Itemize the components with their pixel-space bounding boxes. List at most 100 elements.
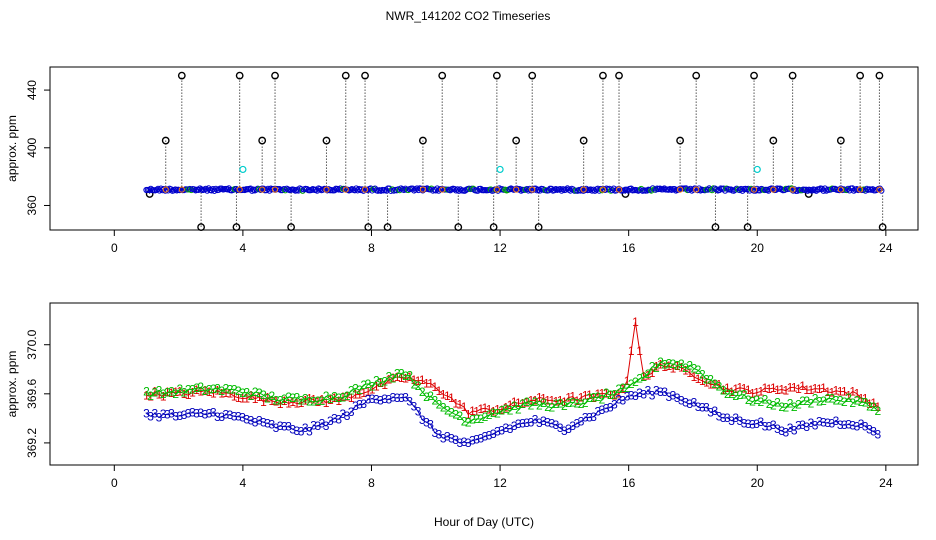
series-3-line bbox=[555, 424, 561, 429]
series-2-line bbox=[739, 394, 745, 396]
series-1-line bbox=[747, 389, 753, 395]
series-3-line bbox=[864, 425, 870, 431]
series-3-line bbox=[434, 432, 440, 436]
series-3-line bbox=[593, 411, 599, 418]
series-2-line bbox=[225, 388, 231, 391]
x-tick-label-top: 20 bbox=[751, 241, 765, 255]
series-3-line bbox=[338, 413, 344, 420]
baseline-point bbox=[316, 185, 324, 193]
baseline-point bbox=[844, 185, 852, 192]
series-1-line bbox=[668, 365, 674, 370]
series-3-line bbox=[467, 440, 473, 444]
series-3-line bbox=[296, 430, 302, 432]
series-3-line bbox=[288, 426, 293, 430]
cyan-point bbox=[496, 165, 504, 174]
baseline-point bbox=[202, 185, 209, 192]
series-3-line bbox=[756, 421, 761, 425]
series-3-line bbox=[263, 421, 268, 424]
orange-point bbox=[693, 186, 700, 193]
series-1-line bbox=[459, 404, 465, 408]
baseline-point bbox=[212, 185, 219, 192]
series-3-line bbox=[280, 425, 285, 428]
series-2-line bbox=[179, 388, 185, 393]
y-tick-label-top: 440 bbox=[25, 80, 39, 100]
series-3-line bbox=[476, 437, 481, 441]
chart-title: NWR_141202 CO2 Timeseries bbox=[385, 9, 551, 23]
series-3-line bbox=[622, 396, 628, 401]
x-tick-label-bottom: 4 bbox=[240, 476, 247, 490]
series-3-line bbox=[547, 422, 552, 425]
series-3-line bbox=[313, 424, 318, 427]
series-3-line bbox=[739, 420, 745, 424]
series-2-line bbox=[672, 363, 678, 367]
series-1-line bbox=[539, 396, 544, 399]
series-1-line bbox=[493, 408, 498, 413]
series-1-line bbox=[764, 387, 770, 390]
series-2-line bbox=[384, 376, 390, 382]
series-2-line bbox=[455, 414, 461, 417]
series-3-point: 3 bbox=[874, 428, 881, 442]
series-3-line bbox=[242, 416, 247, 420]
baseline-point bbox=[233, 185, 240, 193]
orange-point bbox=[750, 186, 758, 193]
series-2-line bbox=[572, 401, 578, 405]
series-3-line bbox=[451, 437, 456, 441]
series-1-line bbox=[706, 382, 711, 385]
orange-point bbox=[599, 186, 607, 193]
series-3-line bbox=[246, 418, 252, 422]
series-3-line bbox=[731, 417, 736, 422]
baseline-point bbox=[661, 185, 668, 192]
orange-point bbox=[361, 186, 369, 193]
series-3-line bbox=[781, 430, 787, 434]
low-point bbox=[454, 223, 463, 232]
series-2-line bbox=[526, 401, 532, 406]
series-3-line bbox=[192, 412, 197, 414]
series-2-line bbox=[852, 400, 858, 404]
series-1-line bbox=[555, 399, 561, 403]
series-2-line bbox=[697, 369, 703, 375]
series-3-line bbox=[250, 420, 256, 423]
series-3-line bbox=[275, 425, 281, 429]
baseline-point bbox=[360, 187, 367, 194]
series-1-line bbox=[568, 396, 573, 398]
orange-point bbox=[513, 186, 520, 193]
series-1-line bbox=[509, 401, 515, 406]
series-3-line bbox=[430, 424, 436, 434]
baseline-point bbox=[331, 187, 338, 194]
series-1-point: 1 bbox=[874, 400, 881, 414]
baseline-point bbox=[606, 185, 613, 192]
spike-point bbox=[161, 136, 170, 145]
series-1-line bbox=[505, 404, 511, 408]
series-2-line bbox=[551, 403, 557, 409]
series-3-line bbox=[626, 395, 632, 397]
spike-point bbox=[512, 136, 521, 145]
baseline-point bbox=[195, 186, 202, 193]
series-1-line bbox=[179, 390, 185, 395]
series-1-line bbox=[401, 377, 406, 379]
series-2-line bbox=[652, 366, 657, 369]
series-2-line bbox=[735, 394, 740, 397]
baseline-point bbox=[562, 186, 570, 193]
baseline-point bbox=[850, 187, 857, 194]
baseline-point bbox=[409, 185, 416, 192]
series-2-line bbox=[355, 387, 360, 391]
baseline-point bbox=[636, 186, 643, 194]
series-1-line bbox=[371, 386, 377, 390]
baseline-point bbox=[557, 185, 564, 193]
series-1-line bbox=[413, 379, 419, 382]
series-3-line bbox=[505, 427, 511, 430]
series-1-line bbox=[677, 365, 682, 369]
series-3-line bbox=[643, 390, 649, 395]
series-2-line bbox=[555, 402, 561, 405]
series-1-line bbox=[781, 389, 786, 392]
series-2-line bbox=[488, 412, 494, 416]
series-3-line bbox=[355, 404, 360, 407]
series-3-line bbox=[413, 406, 419, 412]
low-point bbox=[383, 223, 392, 232]
series-2-line bbox=[167, 390, 172, 394]
series-3-line bbox=[676, 397, 682, 401]
orange-point bbox=[271, 186, 279, 193]
series-3-line bbox=[647, 390, 653, 396]
baseline-point bbox=[601, 186, 609, 193]
